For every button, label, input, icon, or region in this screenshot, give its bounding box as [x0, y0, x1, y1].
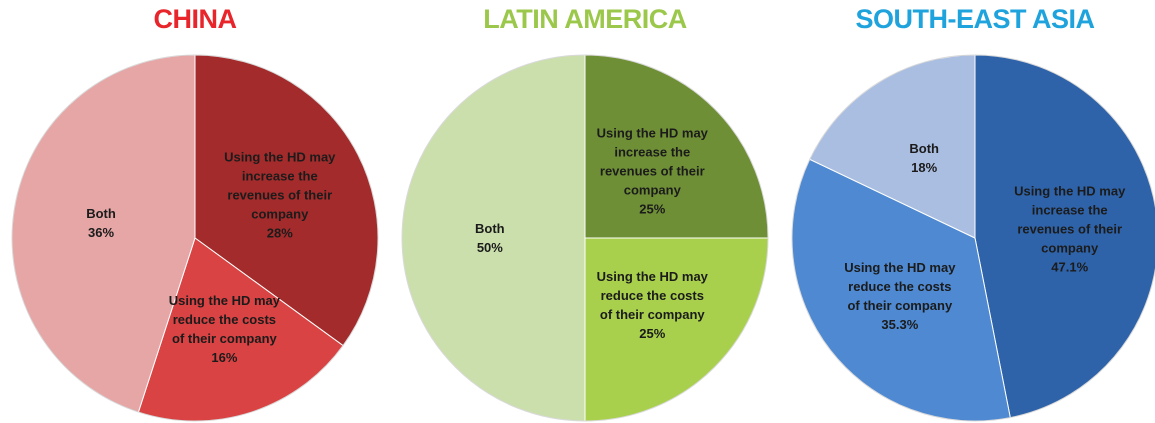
slice-label: Using the HD may reduce the costs of the…	[168, 291, 280, 367]
slice-category: Both	[475, 221, 505, 236]
slice-category: Using the HD may increase the revenues o…	[1014, 183, 1126, 256]
pie-outline	[401, 54, 769, 422]
pie-slice	[584, 54, 769, 239]
pie-slice	[137, 237, 344, 422]
slice-value: 28%	[266, 225, 293, 241]
slice-value: 18%	[911, 159, 938, 175]
pie-outline	[791, 54, 1155, 422]
slice-value: 25%	[639, 201, 666, 217]
slice-label: Using the HD may reduce the costs of the…	[844, 258, 956, 334]
slice-label: Both 36%	[45, 204, 157, 242]
pie-outline	[11, 54, 379, 422]
slice-category: Using the HD may reduce the costs of the…	[596, 269, 708, 323]
slice-category: Using the HD may increase the revenues o…	[224, 149, 336, 222]
pie-slice	[791, 158, 1011, 422]
slice-value: 47.1%	[1051, 259, 1089, 275]
slice-value: 35.3%	[881, 317, 919, 333]
slice-value: 16%	[211, 349, 238, 365]
pie-slice	[809, 54, 976, 239]
slice-value: 50%	[476, 240, 503, 255]
slice-label: Using the HD may increase the revenues o…	[224, 147, 336, 242]
slice-category: Using the HD may reduce the costs of the…	[168, 292, 281, 346]
pie-slice	[584, 237, 769, 422]
pie-slice	[401, 54, 586, 422]
slice-value: 36%	[87, 225, 115, 241]
slice-label: Using the HD may increase the revenues o…	[1014, 181, 1126, 276]
slice-category: Using the HD may reduce the costs of the…	[844, 260, 956, 314]
chart-title: LATIN AMERICA	[483, 4, 687, 34]
chart-title: CHINA	[153, 4, 238, 34]
slice-category: Both	[86, 206, 116, 222]
slice-value: 25%	[639, 326, 666, 342]
slice-label: Both 18%	[868, 139, 980, 177]
chart-title: SOUTH-EAST ASIA	[855, 4, 1095, 34]
slice-label: Both 50%	[434, 219, 546, 257]
slice-category: Both	[909, 140, 939, 156]
pie-slice	[194, 54, 379, 347]
pie-slice	[11, 54, 196, 413]
slice-label: Using the HD may increase the revenues o…	[596, 123, 708, 218]
slice-category: Using the HD may increase the revenues o…	[596, 125, 708, 198]
pie-slice	[974, 54, 1155, 419]
slice-label: Using the HD may reduce the costs of the…	[596, 267, 708, 343]
